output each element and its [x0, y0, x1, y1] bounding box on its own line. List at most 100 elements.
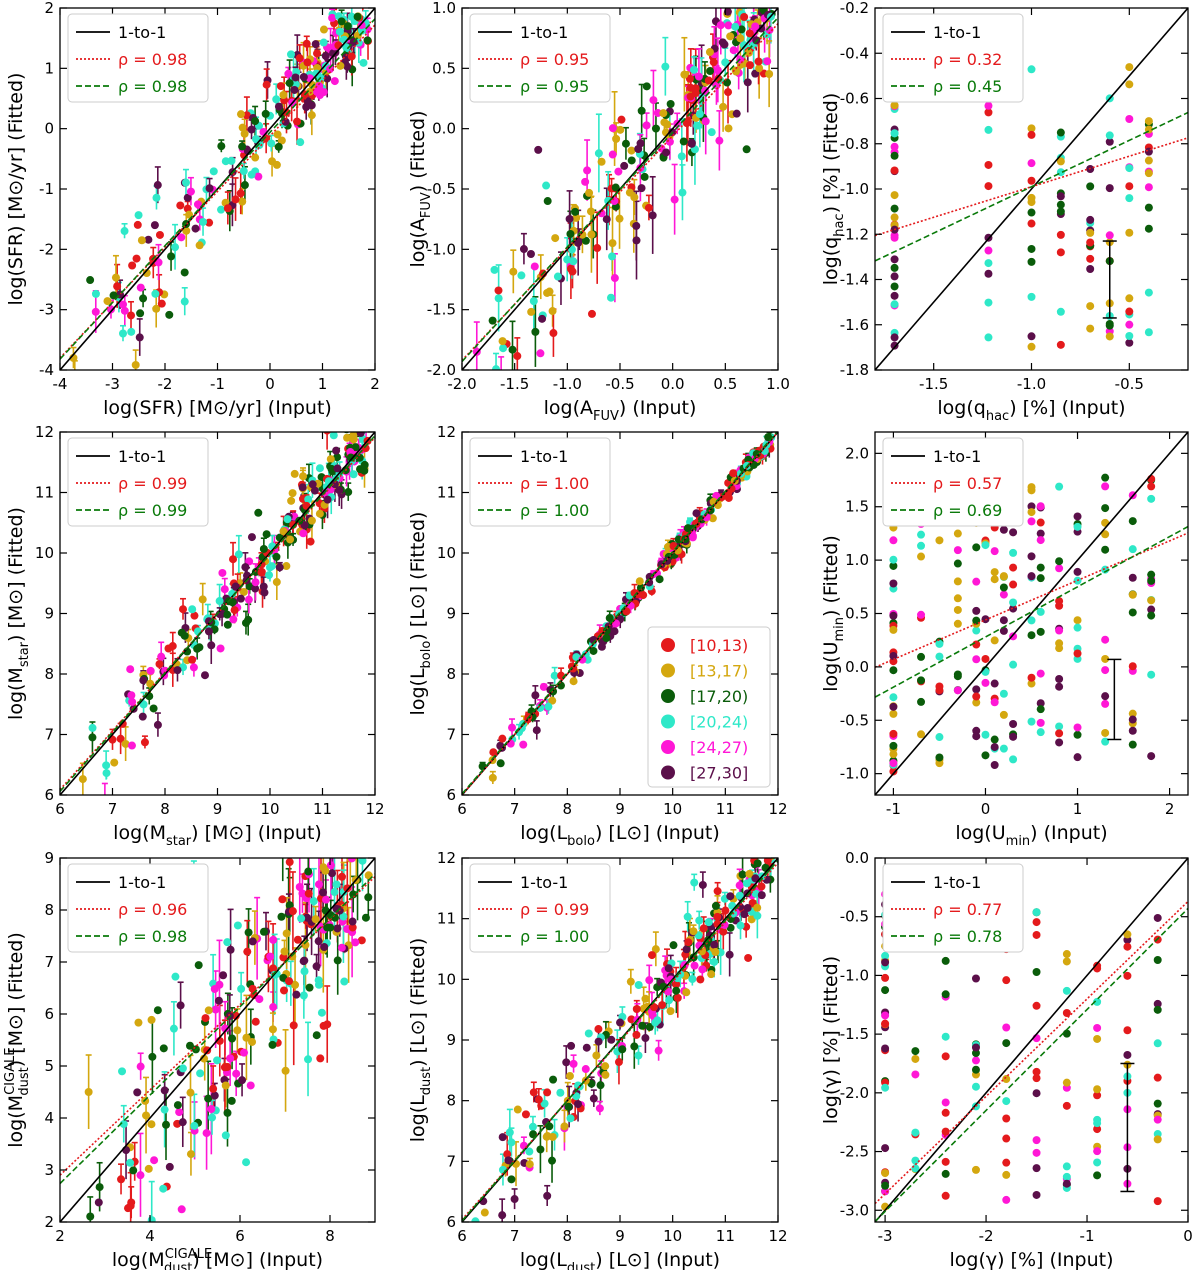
data-point [690, 65, 699, 74]
data-point [742, 145, 751, 154]
data-point [1002, 1097, 1011, 1106]
data-point [330, 839, 338, 847]
data-point [244, 928, 253, 937]
data-point [625, 188, 634, 197]
label-part: log(SFR) [M⊙/yr] (Fitted) [5, 73, 27, 306]
data-point [207, 641, 216, 650]
data-point [279, 953, 288, 962]
data-point [1144, 328, 1153, 337]
data-point [1101, 635, 1110, 644]
data-point [209, 167, 218, 176]
label-part: log(γ) [%] (Fitted) [820, 956, 842, 1124]
data-point [742, 879, 751, 888]
data-point [147, 1015, 156, 1024]
plot-area [875, 8, 1188, 370]
x-tick-label: -2.0 [447, 375, 476, 393]
data-point [361, 913, 370, 922]
data-point [1125, 63, 1134, 72]
x-tick-label: 7 [108, 800, 118, 818]
data-point [333, 804, 341, 812]
data-point [610, 627, 619, 636]
data-point [1036, 705, 1045, 714]
data-point [953, 605, 962, 614]
data-point [1027, 332, 1036, 341]
data-point [1027, 572, 1036, 581]
data-point [196, 1069, 205, 1078]
data-point [616, 1018, 625, 1027]
data-point [1056, 307, 1065, 316]
data-point [157, 652, 166, 661]
data-point [1125, 307, 1134, 316]
data-point [299, 72, 308, 81]
x-tick-label: 1 [1073, 800, 1083, 818]
data-point [241, 618, 250, 627]
data-point [199, 217, 208, 226]
data-point [890, 129, 899, 138]
data-point [889, 561, 898, 570]
label-part: CIGALE [165, 1247, 212, 1262]
data-point [941, 1032, 950, 1041]
data-point [303, 58, 312, 67]
data-point [1125, 338, 1134, 347]
y-tick-label: -1.5 [427, 301, 456, 319]
data-point [953, 619, 962, 628]
data-point [645, 1023, 654, 1032]
data-point [911, 1128, 920, 1137]
data-point [337, 943, 346, 952]
data-point [1027, 673, 1036, 682]
data-point [281, 117, 290, 126]
y-tick-label: 11 [437, 484, 456, 502]
data-point [1147, 494, 1156, 503]
data-point [750, 842, 758, 850]
data-point [1101, 482, 1110, 491]
data-point [285, 858, 294, 867]
data-point [693, 121, 702, 130]
data-point [560, 1122, 569, 1131]
data-point [330, 480, 339, 489]
data-point [971, 1065, 980, 1074]
data-point [332, 880, 341, 889]
data-point [171, 243, 180, 252]
x-tick-label: 8 [563, 800, 573, 818]
data-point [229, 555, 238, 564]
data-point [136, 1062, 145, 1071]
data-point [1153, 999, 1162, 1008]
data-point [911, 1054, 920, 1063]
data-point [589, 646, 598, 655]
data-point [935, 652, 944, 661]
data-point [498, 1211, 507, 1220]
data-point [572, 213, 581, 222]
data-point [1093, 961, 1102, 970]
data-point [532, 726, 541, 735]
data-point [1144, 117, 1153, 126]
data-point [347, 858, 356, 863]
data-point [621, 139, 630, 148]
data-point [889, 651, 898, 660]
data-point [94, 1198, 103, 1207]
data-point [1009, 548, 1018, 557]
data-point [610, 274, 619, 283]
fit-line-green [60, 18, 375, 360]
data-point [1027, 208, 1036, 217]
data-point [329, 432, 338, 440]
data-point [881, 1011, 890, 1020]
x-tick-label: -3 [105, 375, 120, 393]
data-point [272, 95, 281, 104]
data-point [563, 255, 572, 264]
bins-legend-label: [24,27) [690, 738, 748, 757]
data-point [708, 514, 717, 523]
data-point [237, 984, 246, 993]
data-point [488, 773, 497, 782]
legend: 1-to-1 ρ = 0.99 ρ = 0.99 [67, 437, 209, 527]
data-point [142, 1111, 151, 1120]
data-point [185, 1041, 194, 1050]
data-point [543, 197, 552, 206]
data-point [116, 734, 125, 743]
data-point [1062, 1008, 1071, 1017]
data-point [972, 577, 981, 586]
data-point [911, 1047, 920, 1056]
data-point [736, 34, 745, 43]
label-part: ) (Fitted) [407, 110, 429, 192]
data-point [299, 957, 308, 966]
data-point [689, 927, 698, 936]
